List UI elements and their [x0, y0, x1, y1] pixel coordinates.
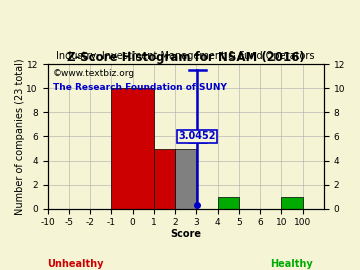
Text: The Research Foundation of SUNY: The Research Foundation of SUNY [53, 83, 227, 92]
Bar [154, 148, 175, 209]
Text: Healthy: Healthy [270, 259, 313, 269]
Title: Z-Score Histogram for NSAM (2016): Z-Score Histogram for NSAM (2016) [67, 51, 305, 64]
Bar [111, 88, 154, 209]
Text: 3.0452: 3.0452 [179, 131, 216, 141]
Bar [281, 197, 302, 209]
Bar [217, 197, 239, 209]
X-axis label: Score: Score [170, 229, 201, 239]
Y-axis label: Number of companies (23 total): Number of companies (23 total) [15, 58, 25, 215]
Text: Industry: Investment Management & Fund Operators: Industry: Investment Management & Fund O… [57, 51, 315, 61]
Bar [175, 148, 196, 209]
Text: ©www.textbiz.org: ©www.textbiz.org [53, 69, 135, 77]
Text: Unhealthy: Unhealthy [47, 259, 103, 269]
